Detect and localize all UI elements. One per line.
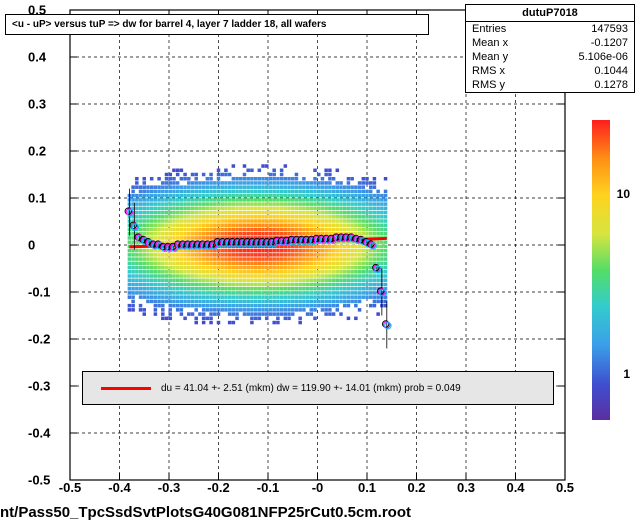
stats-meany-value: 5.106e-06 bbox=[578, 51, 628, 63]
stats-rmsx-value: 0.1044 bbox=[594, 65, 628, 77]
stats-meanx-value: -0.1207 bbox=[591, 37, 628, 49]
stats-meanx: Mean x -0.1207 bbox=[466, 36, 634, 50]
stats-rmsy: RMS y 0.1278 bbox=[466, 78, 634, 92]
chart-container: <u - uP> versus tuP => dw for barrel 4, … bbox=[0, 0, 640, 523]
stats-entries-label: Entries bbox=[472, 23, 506, 35]
stats-meanx-label: Mean x bbox=[472, 37, 508, 49]
stats-rmsx: RMS x 0.1044 bbox=[466, 64, 634, 78]
chart-title: <u - uP> versus tuP => dw for barrel 4, … bbox=[5, 14, 429, 35]
stats-rmsy-label: RMS y bbox=[472, 79, 505, 91]
stats-rmsx-label: RMS x bbox=[472, 65, 505, 77]
stats-meany-label: Mean y bbox=[472, 51, 508, 63]
fit-result-box: du = 41.04 +- 2.51 (mkm) dw = 119.90 +- … bbox=[82, 371, 554, 405]
stats-entries: Entries 147593 bbox=[466, 22, 634, 36]
fit-line-sample bbox=[101, 387, 151, 390]
stats-name: dutuP7018 bbox=[466, 5, 634, 22]
stats-box: dutuP7018 Entries 147593 Mean x -0.1207 … bbox=[465, 4, 635, 93]
stats-entries-value: 147593 bbox=[591, 23, 628, 35]
stats-rmsy-value: 0.1278 bbox=[594, 79, 628, 91]
fit-text: du = 41.04 +- 2.51 (mkm) dw = 119.90 +- … bbox=[161, 383, 461, 394]
stats-meany: Mean y 5.106e-06 bbox=[466, 50, 634, 64]
